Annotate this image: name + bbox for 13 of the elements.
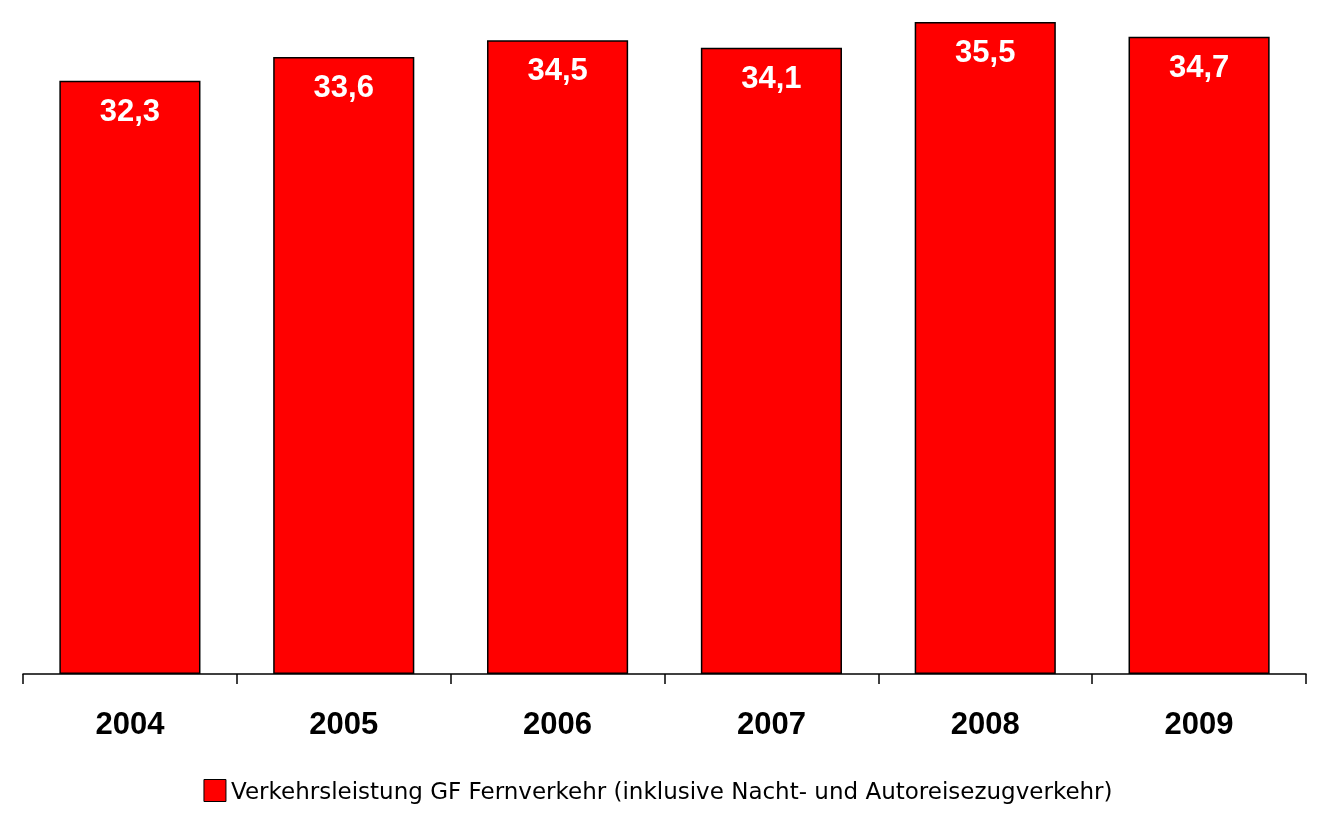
data-label: 32,3 (99, 92, 161, 128)
data-label: 34,7 (1168, 48, 1230, 84)
data-label: 35,5 (955, 34, 1016, 69)
x-tick-label: 2008 (950, 706, 1020, 741)
data-label: 34,1 (741, 59, 802, 95)
data-label: 34,5 (527, 52, 588, 88)
x-tick-label: 2004 (95, 706, 166, 741)
data-label: 33,6 (313, 68, 374, 104)
x-tick-label: 2006 (523, 706, 593, 741)
x-tick-label: 2005 (309, 706, 379, 741)
x-tick-label: 2007 (736, 706, 806, 741)
x-tick-label: 2009 (1164, 706, 1234, 741)
legend-label: Verkehrsleistung GF Fernverkehr (inklusive Nacht- und Autoreisezugverkehr) (230, 777, 1113, 804)
